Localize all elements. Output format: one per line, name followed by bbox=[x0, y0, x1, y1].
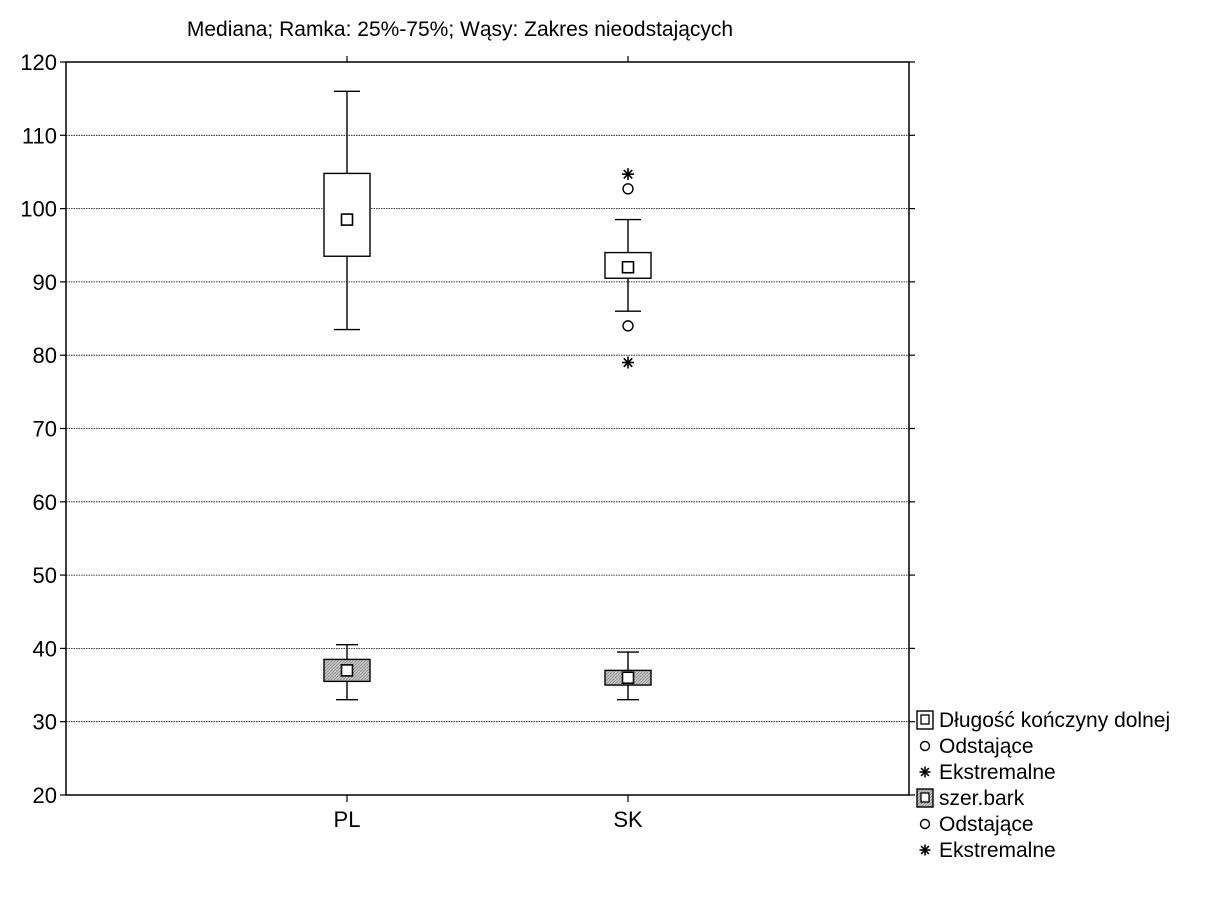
y-tick-label: 50 bbox=[33, 563, 57, 588]
x-tick-label: SK bbox=[613, 807, 643, 832]
legend-median-icon bbox=[920, 714, 930, 725]
legend-asterisk-icon bbox=[919, 766, 931, 778]
y-tick-label: 100 bbox=[20, 197, 57, 222]
legend-item: Ekstremalne bbox=[919, 839, 1056, 862]
legend-circle-icon bbox=[919, 740, 931, 752]
extreme-point bbox=[622, 168, 634, 181]
y-tick-label: 80 bbox=[33, 343, 57, 368]
boxes bbox=[323, 90, 652, 701]
legend-label: Ekstremalne bbox=[939, 839, 1056, 862]
legend: Długość kończyny dolnej Odstające Ekstrema… bbox=[916, 709, 1170, 862]
legend-item: Długość kończyny dolnej bbox=[916, 709, 1170, 732]
median-marker bbox=[340, 213, 354, 226]
y-tick-label: 110 bbox=[22, 123, 57, 148]
legend-item: Odstające bbox=[919, 813, 1034, 836]
y-tick-label: 70 bbox=[33, 417, 57, 442]
legend-item: Ekstremalne bbox=[919, 761, 1056, 784]
y-tick-label: 30 bbox=[33, 710, 57, 735]
median-marker bbox=[621, 671, 635, 685]
box-szerbark-sk bbox=[604, 651, 652, 701]
grid-lines bbox=[66, 134, 909, 723]
outlier-point bbox=[622, 320, 634, 332]
legend-label: Odstające bbox=[939, 813, 1034, 836]
median-marker bbox=[621, 260, 635, 274]
outlier-point bbox=[622, 183, 634, 195]
x-tick-label: PL bbox=[334, 807, 361, 832]
legend-item: Odstające bbox=[919, 735, 1034, 758]
y-tick-label: 120 bbox=[20, 50, 57, 75]
box-dugokoczynydolnej-pl bbox=[323, 90, 371, 331]
legend-asterisk-icon bbox=[919, 844, 931, 856]
y-tick-label: 20 bbox=[33, 783, 57, 808]
box-szerbark-pl bbox=[323, 644, 371, 701]
chart-title: Mediana; Ramka: 25%-75%; Wąsy: Zakres ni… bbox=[187, 18, 733, 41]
y-tick-label: 90 bbox=[33, 270, 57, 295]
axes: 20 30 40 50 60 70 80 90 100 110 120 PL SK bbox=[20, 50, 915, 832]
legend-label: szer.bark bbox=[939, 787, 1025, 810]
legend-circle-icon bbox=[919, 818, 931, 830]
y-tick-label: 60 bbox=[33, 490, 57, 515]
box-dugokoczynydolnej-sk bbox=[604, 168, 652, 369]
legend-item: szer.bark bbox=[916, 787, 1025, 810]
legend-label: Długość kończyny dolnej bbox=[939, 709, 1170, 732]
legend-label: Odstające bbox=[939, 735, 1034, 758]
y-tick-label: 40 bbox=[33, 636, 57, 661]
legend-label: Ekstremalne bbox=[939, 761, 1056, 784]
legend-median-icon bbox=[920, 792, 930, 803]
median-marker bbox=[340, 664, 354, 677]
extreme-point bbox=[622, 356, 634, 369]
